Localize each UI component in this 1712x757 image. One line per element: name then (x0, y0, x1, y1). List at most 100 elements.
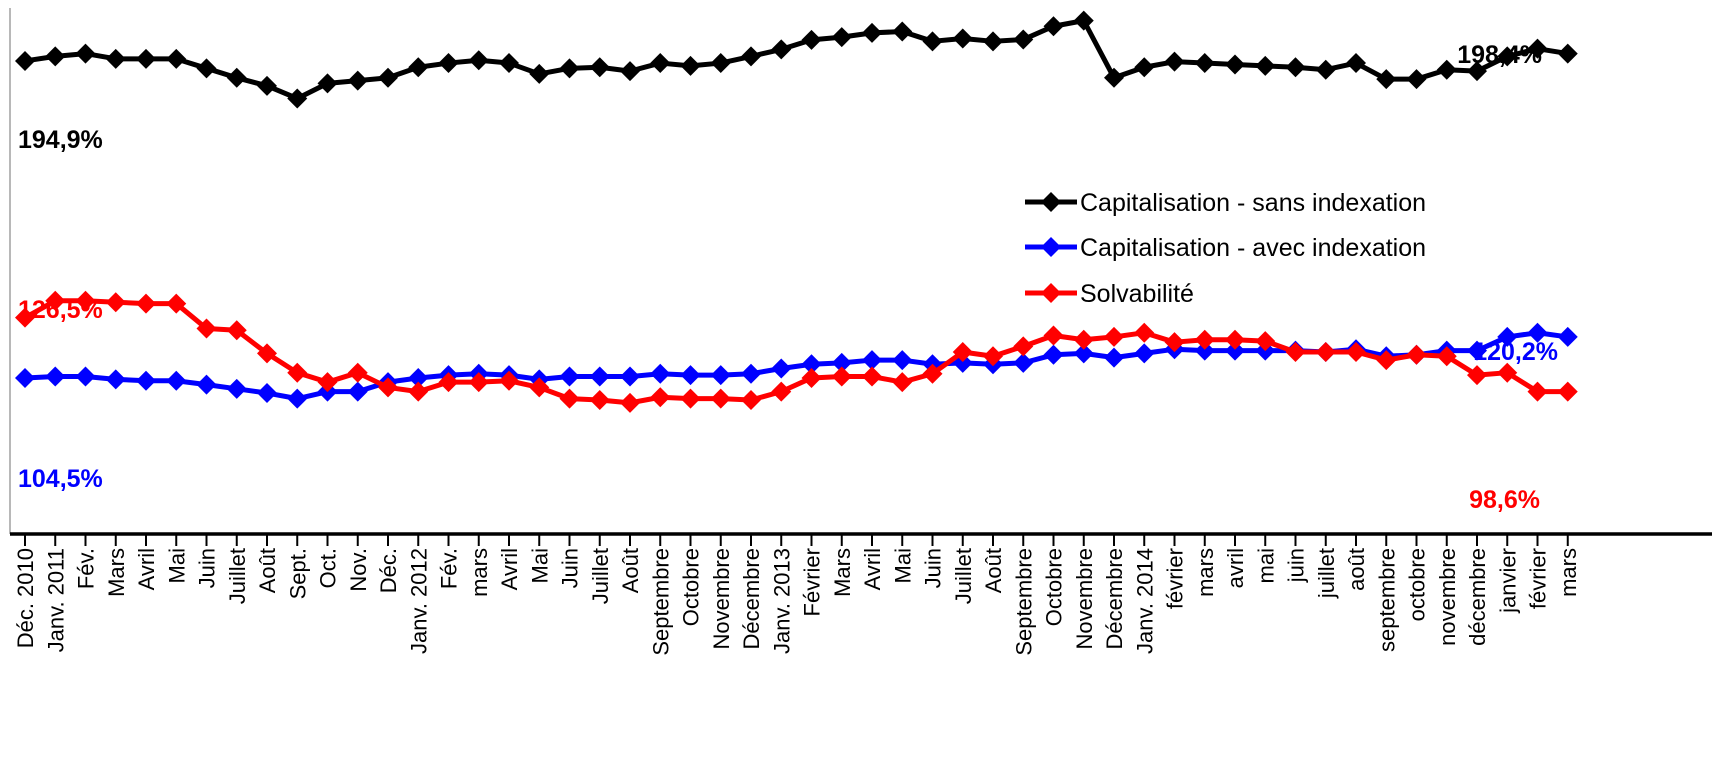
x-tick-label: Février (800, 548, 825, 616)
x-tick-label: juin (1284, 548, 1309, 583)
data-point (166, 293, 187, 314)
data-point (529, 63, 550, 84)
data-point (922, 31, 943, 52)
x-tick-label: Oct. (316, 548, 341, 588)
data-point (1013, 336, 1034, 357)
data-point (650, 53, 671, 74)
x-tick-label: Juillet (588, 548, 613, 604)
data-point (408, 57, 429, 78)
x-tick-label: Décembre (739, 548, 764, 649)
data-point (620, 366, 640, 387)
data-point (378, 67, 398, 88)
data-point (196, 318, 217, 339)
data-point (15, 307, 35, 328)
legend-label: Solvabilité (1080, 280, 1194, 308)
data-point (801, 354, 822, 375)
data-point (257, 75, 277, 96)
data-labels: 194,9% 198,4% 126,5% 98,6% 104,5% 120,2% (18, 41, 1558, 514)
x-tick-label: novembre (1435, 548, 1460, 646)
data-point (1043, 16, 1064, 37)
data-point (226, 67, 247, 88)
data-point (1164, 332, 1185, 353)
x-tick-label: décembre (1465, 548, 1490, 646)
data-point (589, 390, 610, 411)
data-point (650, 363, 671, 384)
x-tick-label: Mai (164, 548, 189, 583)
x-tick-label: Janv. 2011 (43, 548, 68, 652)
data-point (287, 388, 308, 409)
data-point (650, 387, 671, 408)
data-point (680, 55, 701, 76)
data-point (1194, 53, 1215, 74)
data-point (1467, 365, 1487, 386)
x-tick-label: Déc. 2010 (13, 548, 38, 648)
data-point (1376, 350, 1397, 371)
data-point (1376, 69, 1397, 90)
series-1 (15, 322, 1578, 409)
data-point (45, 46, 66, 67)
data-point (559, 388, 580, 409)
data-label: 104,5% (18, 465, 103, 493)
data-point (1255, 55, 1276, 76)
data-point (408, 367, 429, 388)
legend-item: Capitalisation - avec indexation (1025, 234, 1426, 262)
x-tick-label: Août (618, 548, 643, 593)
x-tick-label: octobre (1405, 548, 1430, 621)
legend-item: Solvabilité (1025, 280, 1194, 308)
data-point (1104, 347, 1124, 368)
data-label: 194,9% (18, 126, 103, 154)
x-tick-label: Août (981, 548, 1006, 593)
data-point (499, 370, 519, 391)
data-point (710, 365, 731, 386)
data-point (438, 53, 459, 74)
data-point (287, 88, 308, 109)
data-point (105, 48, 126, 69)
data-point (862, 350, 882, 371)
data-point (226, 320, 247, 341)
data-point (1406, 344, 1427, 365)
x-tick-label: Avril (134, 548, 159, 590)
data-point (831, 27, 852, 48)
data-point (45, 290, 66, 311)
x-tick-label: mai (1253, 548, 1278, 583)
data-point (1497, 326, 1518, 347)
data-point (166, 48, 187, 69)
data-point (1013, 29, 1034, 50)
data-point (1104, 67, 1124, 88)
series-0 (15, 10, 1578, 109)
data-label: 98,6% (1469, 486, 1540, 514)
x-tick-label: mars (467, 548, 492, 597)
data-point (1406, 69, 1427, 90)
data-point (1255, 331, 1276, 352)
data-point (741, 363, 761, 384)
data-point (257, 383, 277, 404)
data-point (922, 363, 943, 384)
x-tick-label: Septembre (1011, 548, 1036, 656)
x-tick-label: Juillet (951, 548, 976, 604)
data-label: 126,5% (18, 296, 103, 324)
data-point (1557, 43, 1578, 64)
data-point (952, 28, 973, 49)
data-point (741, 46, 761, 67)
data-point (983, 346, 1003, 367)
data-point (1527, 38, 1548, 59)
legend-marker (1041, 237, 1061, 257)
x-tick-label: Octobre (1042, 548, 1067, 626)
data-point (317, 73, 338, 94)
x-tick-label: Mars (104, 548, 129, 597)
data-point (620, 61, 640, 82)
data-point (1194, 329, 1215, 350)
x-tick-label: septembre (1374, 548, 1399, 652)
data-point (347, 362, 368, 383)
data-point (105, 369, 126, 390)
series-layer (15, 10, 1578, 413)
data-point (499, 53, 519, 74)
data-point (1527, 381, 1548, 402)
x-tick-label: mars (1193, 548, 1218, 597)
data-point (952, 342, 973, 363)
legend-item: Capitalisation - sans indexation (1025, 189, 1426, 217)
x-tick-label: janvier (1495, 548, 1520, 614)
x-tick-label: Mai (527, 548, 552, 583)
x-tick-label: Octobre (679, 548, 704, 626)
